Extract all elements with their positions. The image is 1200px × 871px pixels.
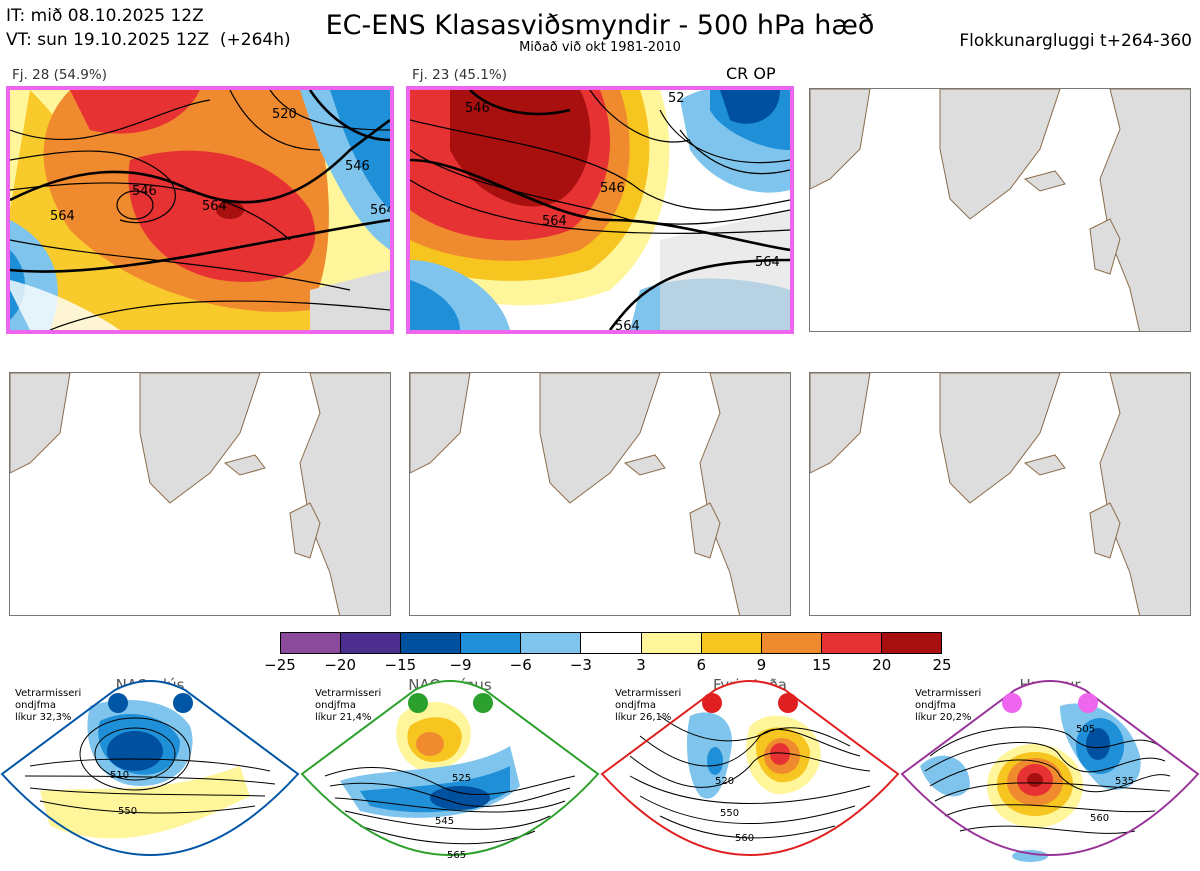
panel-2-label: Fj. 23 (45.1%) [412, 67, 507, 83]
colorbar-tick-label: −9 [449, 656, 472, 674]
colorbar-tick-label: 3 [636, 656, 646, 674]
contour-label: 564 [202, 199, 227, 214]
contour-label: 535 [1115, 776, 1134, 787]
contour-label: 546 [465, 101, 490, 116]
contour-label: 545 [435, 816, 454, 827]
contour-label: 520 [272, 107, 297, 122]
colorbar-segment [641, 633, 702, 653]
contour-label: 564 [615, 319, 640, 330]
contour-label: 564 [370, 203, 390, 218]
contour-label: 564 [50, 209, 75, 224]
contour-label: 546 [132, 184, 157, 199]
colorbar-tick-label: 20 [872, 656, 892, 674]
regime-nao-plus: NAO plús Vetrarmisseri ondjfma líkur 32,… [0, 676, 300, 871]
cluster-panel-6 [809, 372, 1191, 616]
contour-label: 52 [668, 91, 685, 106]
regime-map: 505 535 560 [900, 680, 1200, 862]
cluster-map-1: 520 546 564 546 564 564 [10, 90, 390, 330]
cluster-panel-5 [409, 372, 791, 616]
empty-map-3 [810, 89, 1190, 331]
colorbar-tick-label: 15 [812, 656, 832, 674]
regime-probability: Vetrarmisseri ondjfma líkur 21,4% [315, 688, 382, 723]
colorbar-segment [281, 633, 342, 653]
colorbar-tick-label: 25 [932, 656, 952, 674]
regime-nao-minus: NAO mínus Vetrarmisseri ondjfma líkur 21… [300, 676, 600, 871]
panel-1-label: Fj. 28 (54.9%) [12, 67, 107, 83]
colorbar-segment [341, 633, 402, 653]
valid-time: VT: sun 19.10.2025 12Z (+264h) [6, 30, 291, 50]
colorbar-tick-label: −6 [509, 656, 532, 674]
colorbar-segment [461, 633, 522, 653]
cluster-map-2: 546 546 564 564 564 52 [410, 90, 790, 330]
control-run-marker: CR OP [726, 64, 776, 83]
contour-label: 550 [720, 808, 739, 819]
colorbar-segment [821, 633, 882, 653]
cluster-panel-4 [9, 372, 391, 616]
regime-probability: Vetrarmisseri ondjfma líkur 26,1% [615, 688, 682, 723]
page-title: EC-ENS Klasasviðsmyndir - 500 hPa hæð [325, 10, 875, 41]
contour-label: 564 [542, 214, 567, 229]
cluster-window: Flokkunargluggi t+264-360 [959, 31, 1192, 51]
contour-label: 550 [118, 806, 137, 817]
contour-label: 546 [600, 181, 625, 196]
regime-map: 510 550 [0, 680, 300, 856]
colorbar-segment [761, 633, 822, 653]
colorbar-tick-label: −20 [324, 656, 356, 674]
contour-label: 520 [715, 776, 734, 787]
regime-map: 520 550 560 [600, 680, 900, 856]
cluster-panel-1: 520 546 564 546 564 564 [6, 86, 394, 334]
colorbar-segment [581, 633, 642, 653]
cluster-panel-3 [809, 88, 1191, 332]
colorbar-segment [401, 633, 462, 653]
empty-map-4 [10, 373, 390, 615]
regime-probability: Vetrarmisseri ondjfma líkur 32,3% [15, 688, 82, 723]
regime-blocking: Fyrirstaða Vetrarmisseri ondjfma líkur 2… [600, 676, 900, 871]
colorbar-tick-label: −3 [569, 656, 592, 674]
regime-map: 525 545 565 [300, 680, 600, 861]
colorbar [280, 632, 942, 654]
empty-map-5 [410, 373, 790, 615]
empty-map-6 [810, 373, 1190, 615]
cluster-panel-2: 546 546 564 564 564 52 [406, 86, 794, 334]
contour-label: 505 [1076, 724, 1095, 735]
colorbar-tick-label: 9 [756, 656, 767, 674]
contour-label: 510 [110, 770, 129, 781]
colorbar-segment [881, 633, 942, 653]
colorbar-segment [521, 633, 582, 653]
colorbar-tick-label: −15 [384, 656, 417, 674]
colorbar-tick-label: 6 [696, 656, 707, 674]
contour-label: 564 [755, 255, 780, 270]
contour-label: 546 [345, 159, 370, 174]
regime-probability: Vetrarmisseri ondjfma líkur 20,2% [915, 688, 982, 723]
contour-label: 525 [452, 773, 471, 784]
colorbar-tick-label: −25 [264, 656, 296, 674]
init-time: IT: mið 08.10.2025 12Z [6, 6, 204, 26]
regime-ridge: Hryggur Vetrarmisseri ondjfma líkur 20,2… [900, 676, 1200, 871]
contour-label: 560 [1090, 813, 1109, 824]
contour-label: 565 [447, 850, 466, 861]
page-subtitle: Miðað við okt 1981-2010 [519, 40, 681, 55]
contour-label: 560 [735, 833, 754, 844]
colorbar-segment [701, 633, 762, 653]
